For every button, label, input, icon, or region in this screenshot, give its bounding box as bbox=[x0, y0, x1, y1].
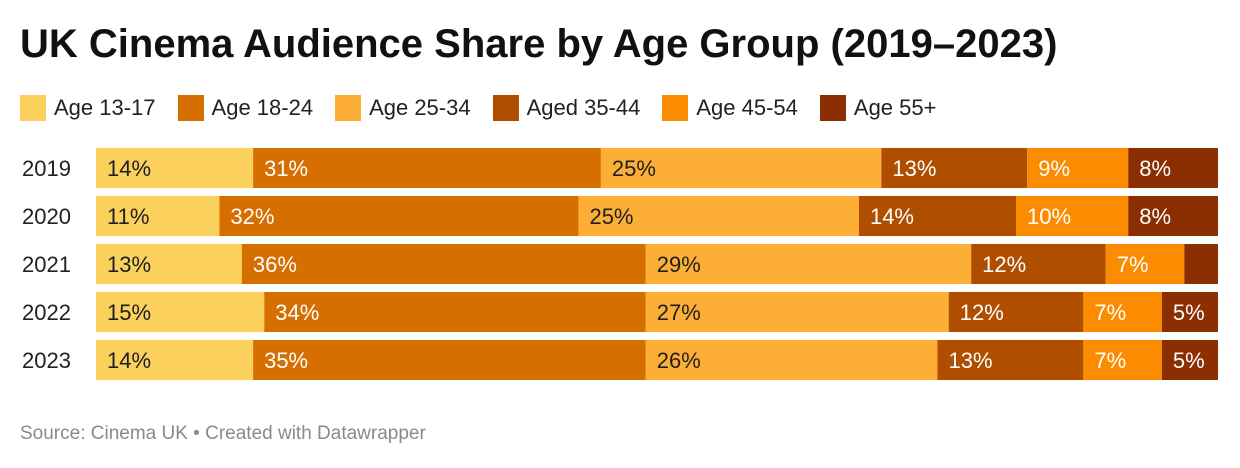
category-label: 2022 bbox=[22, 300, 71, 325]
data-label: 11% bbox=[107, 204, 149, 229]
bar-segment bbox=[578, 196, 859, 236]
data-label: 8% bbox=[1139, 156, 1171, 181]
data-label: 36% bbox=[253, 252, 297, 277]
legend-label: Age 13-17 bbox=[54, 95, 156, 120]
data-label: 35% bbox=[264, 348, 308, 373]
legend-item: Age 45-54 bbox=[662, 95, 798, 121]
legend-swatch bbox=[662, 95, 689, 121]
bar-segment bbox=[937, 340, 1084, 380]
data-label: 7% bbox=[1117, 252, 1149, 277]
legend-item: Aged 35-44 bbox=[492, 95, 641, 121]
bar-segment bbox=[1016, 196, 1129, 236]
bar-segment bbox=[1083, 292, 1162, 332]
data-label: 26% bbox=[657, 348, 701, 373]
bar-segment bbox=[1083, 340, 1162, 380]
chart-title: UK Cinema Audience Share by Age Group (2… bbox=[20, 22, 1058, 66]
bar-segment bbox=[96, 196, 220, 236]
bar-segment bbox=[645, 244, 972, 284]
bar-segment bbox=[858, 196, 1017, 236]
stacked-bar-chart: 2019 14% 31% 25% 13% 9% 8% 2020 11% 32% 25% 14% 10% 8… bbox=[22, 148, 1218, 380]
legend-item: Age 25-34 bbox=[335, 95, 471, 121]
data-label: 34% bbox=[275, 300, 319, 325]
legend-swatch bbox=[335, 95, 362, 121]
data-label: 13% bbox=[949, 348, 993, 373]
bar-segment bbox=[1027, 148, 1129, 188]
bar-segment bbox=[1128, 196, 1218, 236]
data-label: 14% bbox=[107, 156, 151, 181]
data-label: 31% bbox=[264, 156, 308, 181]
legend-label: Age 55+ bbox=[853, 95, 937, 120]
data-label: 9% bbox=[1038, 156, 1070, 181]
legend-label: Age 45-54 bbox=[696, 95, 798, 120]
data-label: 29% bbox=[657, 252, 701, 277]
legend-item: Age 55+ bbox=[819, 95, 937, 121]
bar-segment bbox=[96, 292, 265, 332]
bar-segment bbox=[1161, 292, 1218, 332]
data-label: 5% bbox=[1173, 348, 1205, 373]
bar-segment bbox=[1128, 148, 1218, 188]
bar-segment bbox=[971, 244, 1106, 284]
legend-swatch bbox=[492, 95, 519, 121]
data-label: 12% bbox=[960, 300, 1004, 325]
bar-segment bbox=[881, 148, 1028, 188]
data-label: 7% bbox=[1094, 348, 1126, 373]
category-label: 2021 bbox=[22, 252, 71, 277]
data-label: 7% bbox=[1094, 300, 1126, 325]
legend-label: Age 25-34 bbox=[369, 95, 471, 120]
data-label: 15% bbox=[107, 300, 151, 325]
legend: Age 13-17 Age 18-24 Age 25-34 Aged 35-44 Age… bbox=[20, 92, 958, 124]
data-label: 27% bbox=[657, 300, 701, 325]
legend-label: Age 18-24 bbox=[211, 95, 314, 120]
data-label: 8% bbox=[1139, 204, 1171, 229]
legend-item: Age 18-24 bbox=[177, 95, 314, 121]
data-label: 13% bbox=[892, 156, 936, 181]
data-label: 5% bbox=[1173, 300, 1205, 325]
data-label: 14% bbox=[870, 204, 914, 229]
data-label: 13% bbox=[107, 252, 151, 277]
bar-segment bbox=[645, 292, 949, 332]
data-label: 10% bbox=[1027, 204, 1071, 229]
category-label: 2019 bbox=[22, 156, 71, 181]
source-footer: Source: Cinema UK • Created with Datawra… bbox=[20, 423, 426, 444]
bar-segment bbox=[96, 340, 254, 380]
bar-segment bbox=[1161, 340, 1218, 380]
bar-segment bbox=[241, 244, 646, 284]
data-label: 25% bbox=[589, 204, 633, 229]
bar-segment bbox=[600, 148, 882, 188]
category-label: 2023 bbox=[22, 348, 71, 373]
bar-segment bbox=[948, 292, 1084, 332]
bar-segment bbox=[219, 196, 579, 236]
data-label: 32% bbox=[230, 204, 274, 229]
legend-swatch bbox=[819, 95, 846, 121]
legend-item: Age 13-17 bbox=[20, 95, 156, 121]
bar-segment bbox=[96, 148, 254, 188]
data-label: 12% bbox=[982, 252, 1026, 277]
bar-segment bbox=[645, 340, 938, 380]
bar-segment bbox=[253, 340, 646, 380]
category-label: 2020 bbox=[22, 204, 71, 229]
bar-segment bbox=[96, 244, 242, 284]
bar-segment bbox=[264, 292, 646, 332]
legend-label: Aged 35-44 bbox=[526, 95, 641, 120]
legend-swatch bbox=[20, 95, 46, 121]
data-label: 14% bbox=[107, 348, 151, 373]
bar-segment bbox=[1184, 244, 1218, 284]
bar-segment bbox=[1105, 244, 1185, 284]
data-label: 25% bbox=[612, 156, 656, 181]
bar-segment bbox=[253, 148, 601, 188]
legend-swatch bbox=[177, 95, 204, 121]
